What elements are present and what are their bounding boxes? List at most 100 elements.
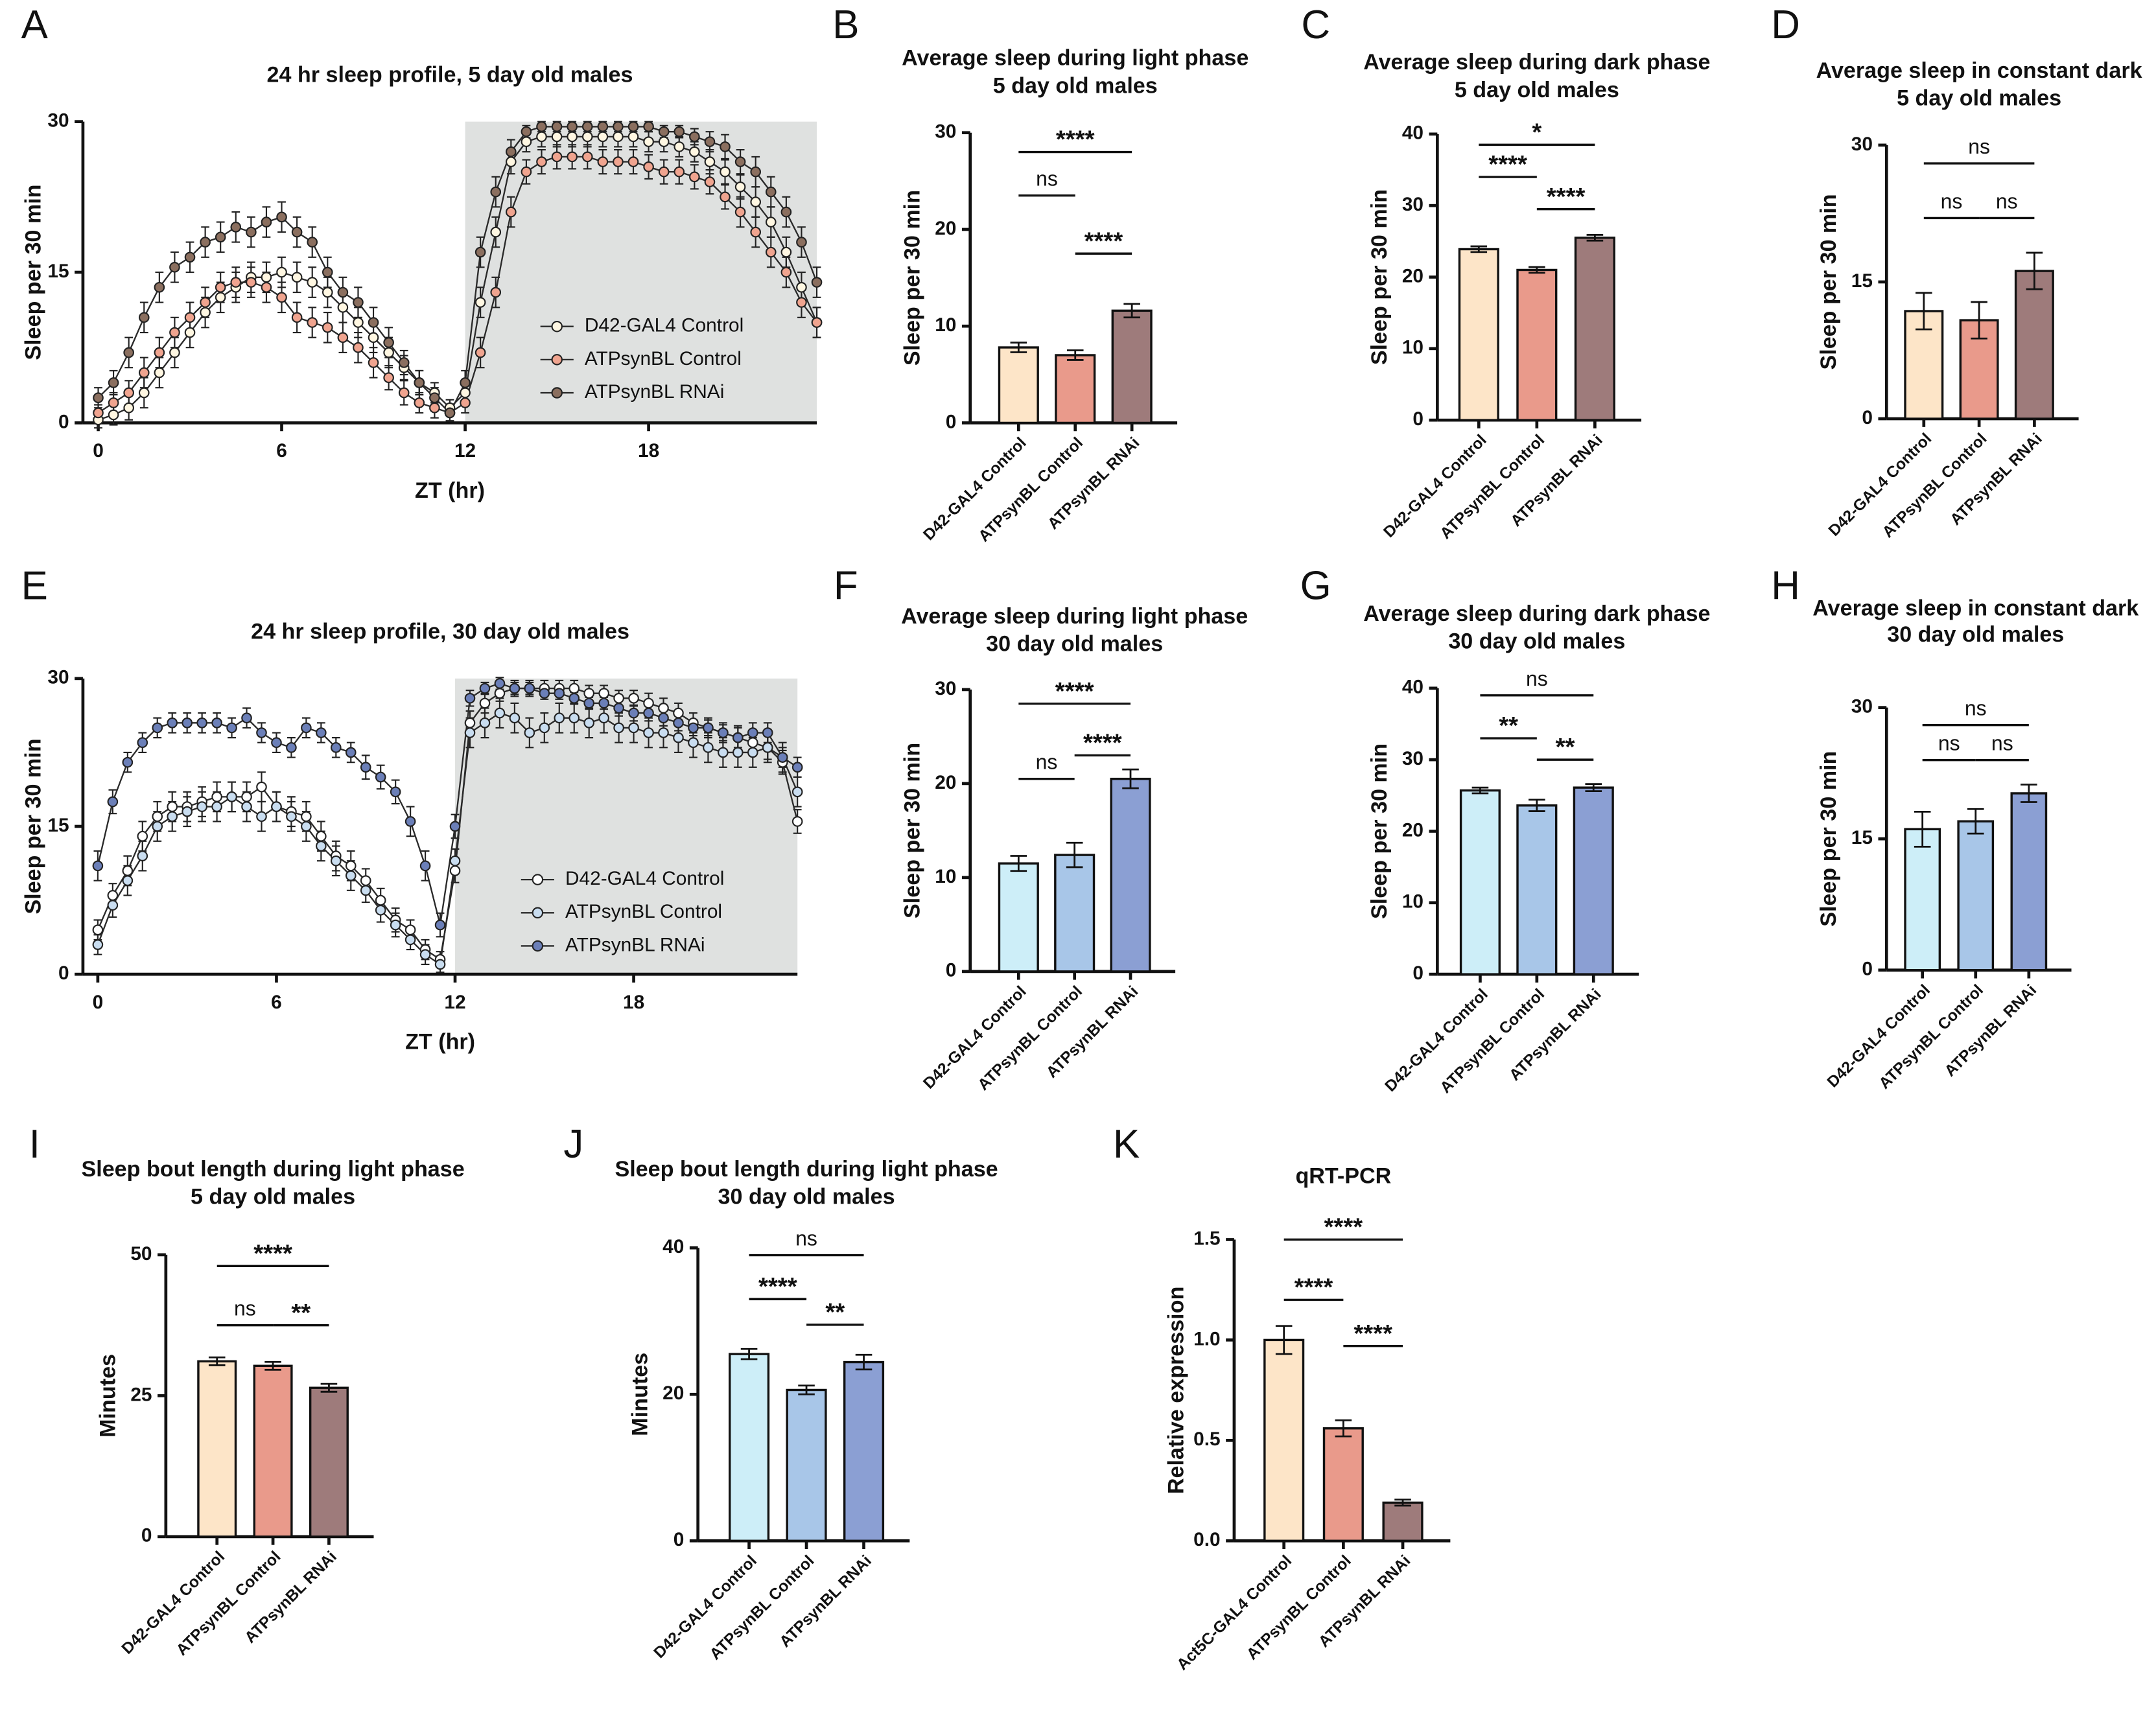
point <box>383 347 394 358</box>
y-tick-label: 10 <box>935 866 956 887</box>
point <box>184 251 196 263</box>
point <box>330 742 342 753</box>
point <box>551 121 563 132</box>
point <box>123 347 134 358</box>
point <box>276 211 287 223</box>
point <box>368 357 379 368</box>
point <box>360 885 371 896</box>
x-tick-label: 12 <box>454 440 476 461</box>
point <box>123 402 134 414</box>
point <box>123 387 134 399</box>
point <box>215 281 226 293</box>
point <box>460 377 471 388</box>
significance-label: ** <box>1556 733 1575 761</box>
point <box>241 791 252 802</box>
point <box>720 191 731 203</box>
legend-marker <box>532 874 544 885</box>
point <box>301 722 312 734</box>
point <box>581 121 593 132</box>
x-tick-label: ATPsynBL Control <box>707 1552 817 1663</box>
point <box>703 722 714 734</box>
point <box>449 865 461 876</box>
point <box>122 875 134 886</box>
significance-label: ns <box>234 1297 256 1320</box>
point <box>256 781 267 793</box>
point <box>747 727 758 738</box>
point <box>93 392 104 404</box>
point <box>108 377 119 388</box>
y-tick-label: 30 <box>1402 194 1424 215</box>
point <box>732 747 744 758</box>
point <box>494 707 506 719</box>
panel-letter: C <box>1301 3 1330 47</box>
point <box>92 924 104 936</box>
point <box>137 737 148 749</box>
point <box>643 727 654 738</box>
legend-marker <box>551 354 563 366</box>
point <box>360 762 371 773</box>
x-tick-label: ATPsynBL Control <box>1437 432 1548 542</box>
x-tick-label: 6 <box>271 992 282 1013</box>
point <box>747 747 758 758</box>
bar <box>729 1353 770 1542</box>
point <box>200 307 211 318</box>
chart-subtitle: 5 day old males <box>993 73 1158 98</box>
point <box>509 682 521 694</box>
y-tick-label: 20 <box>1402 265 1424 286</box>
significance-label: ** <box>1499 712 1518 740</box>
panel-letter: B <box>832 3 859 47</box>
point <box>429 392 440 404</box>
chart-subtitle: 5 day old males <box>1897 86 2061 111</box>
point <box>271 737 282 749</box>
point <box>598 697 609 709</box>
point <box>107 900 119 911</box>
point <box>658 712 669 724</box>
significance-label: **** <box>1084 227 1123 255</box>
point <box>200 237 211 248</box>
point <box>122 865 134 876</box>
point <box>271 801 282 812</box>
significance-label: * <box>1532 118 1541 146</box>
bar <box>1054 854 1096 973</box>
bar <box>1574 237 1615 421</box>
point <box>138 387 150 399</box>
legend-marker <box>532 907 544 919</box>
point <box>521 136 532 147</box>
bar <box>1904 828 1941 972</box>
point <box>286 811 297 822</box>
point <box>322 266 333 278</box>
x-tick-label: ATPsynBL Control <box>1243 1552 1354 1663</box>
point <box>598 712 609 724</box>
point <box>383 337 394 348</box>
significance-label: ns <box>1938 732 1960 755</box>
significance-label: ns <box>1965 697 1987 720</box>
point <box>137 830 148 842</box>
x-tick-label: ATPsynBL RNAi <box>1941 981 2040 1080</box>
point <box>360 875 371 886</box>
error-bar <box>1066 841 1083 869</box>
chart-title: 24 hr sleep profile, 5 day old males <box>267 62 633 87</box>
y-tick-label: 25 <box>130 1384 152 1405</box>
point <box>674 166 685 178</box>
y-tick-label: 20 <box>935 772 956 793</box>
point <box>414 377 425 388</box>
point <box>658 126 670 137</box>
point <box>211 791 222 802</box>
x-tick-label: 6 <box>276 440 287 461</box>
y-tick-label: 0 <box>1412 962 1424 984</box>
bar <box>1516 804 1558 975</box>
point <box>154 347 165 358</box>
chart-title: Average sleep in constant dark <box>1816 58 2142 83</box>
y-tick-label: 0 <box>674 1529 685 1550</box>
panel-letter: I <box>29 1122 40 1167</box>
chart-subtitle: 5 day old males <box>1455 78 1619 102</box>
point <box>627 156 639 167</box>
point <box>658 166 670 178</box>
point <box>658 703 669 714</box>
point <box>551 131 563 143</box>
point <box>581 151 593 163</box>
panel-letter: F <box>834 564 858 609</box>
y-tick-label: 30 <box>1851 696 1873 717</box>
point <box>122 756 134 768</box>
bar <box>1110 777 1151 973</box>
